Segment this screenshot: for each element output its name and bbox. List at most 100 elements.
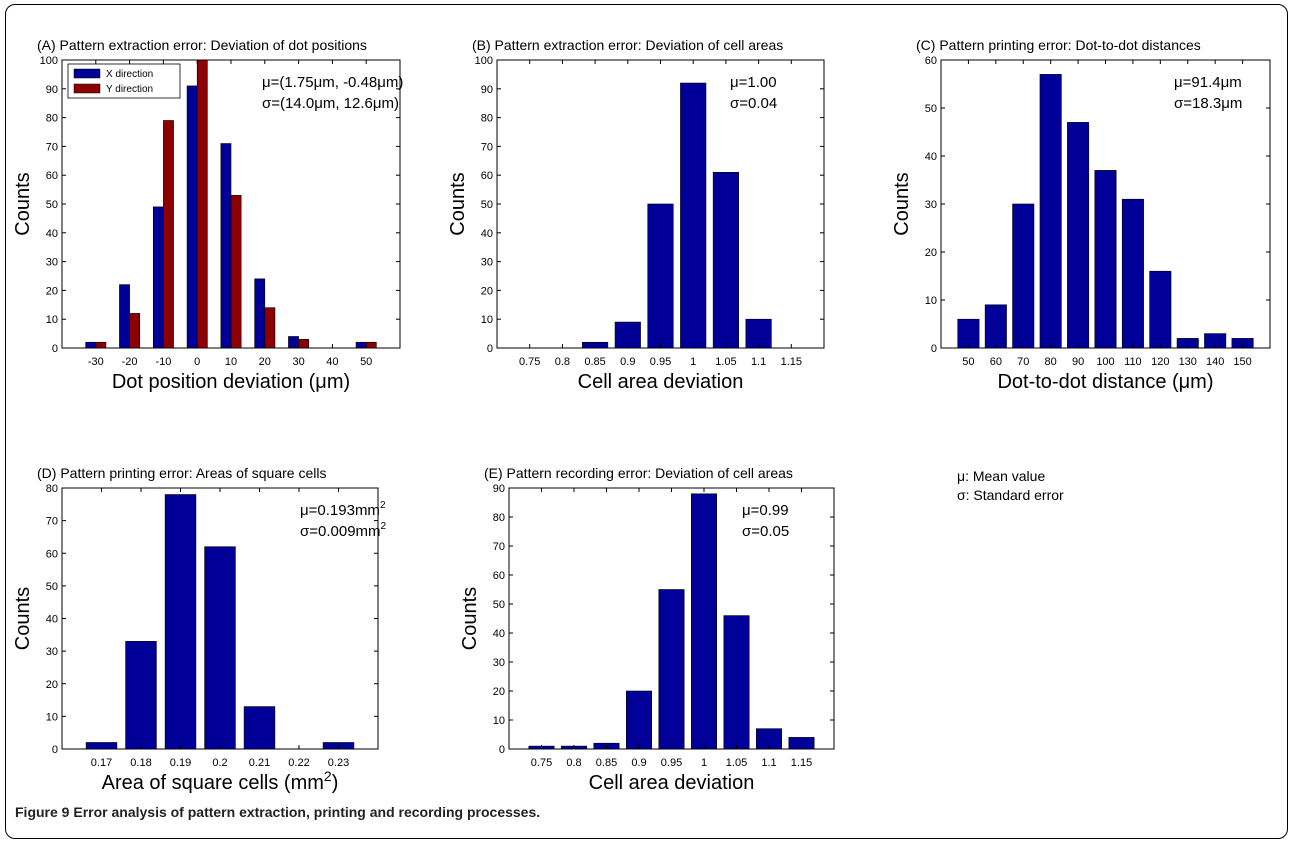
x-tick-label: 50 (360, 356, 372, 368)
bar (658, 589, 685, 750)
y-tick-label: 10 (925, 295, 937, 307)
symbol-notes: μ: Mean value σ: Standard error (957, 467, 1064, 505)
y-tick-label: 0 (487, 343, 493, 355)
bar (1039, 74, 1062, 349)
bar (125, 641, 157, 750)
y-axis-label: Counts (447, 172, 469, 235)
y-tick-label: 40 (925, 151, 937, 163)
chart-title: (C) Pattern printing error: Dot-to-dot d… (916, 37, 1201, 53)
x-axis-label: Area of square cells (mm2) (102, 768, 339, 794)
x-tick-label: 50 (962, 356, 974, 368)
x-tick-label: 140 (1206, 356, 1224, 368)
chart-title: (B) Pattern extraction error: Deviation … (472, 37, 783, 53)
x-tick-label: 110 (1124, 356, 1142, 368)
stat-text: μ=91.4μm (1174, 74, 1242, 91)
bar (745, 318, 772, 349)
x-tick-label: 20 (259, 356, 271, 368)
x-tick-label: 80 (1045, 356, 1057, 368)
bar (957, 318, 980, 349)
y-tick-label: 0 (52, 343, 58, 355)
note-mean: μ: Mean value (957, 468, 1046, 484)
bar (230, 195, 242, 349)
y-tick-label: 20 (925, 247, 937, 259)
x-tick-label: 0.85 (584, 356, 605, 368)
x-tick-label: 30 (292, 356, 304, 368)
x-tick-label: 1.05 (726, 757, 747, 769)
x-tick-label: 150 (1233, 356, 1251, 368)
figure-caption: Figure 9 Error analysis of pattern extra… (15, 804, 540, 820)
bar (984, 304, 1007, 349)
chart-c: (C) Pattern printing error: Dot-to-dot d… (891, 37, 1271, 393)
x-tick-label: 90 (1072, 356, 1084, 368)
x-tick-label: 1.05 (715, 356, 736, 368)
y-tick-label: 0 (931, 343, 937, 355)
bar (243, 706, 276, 750)
legend-label: X direction (106, 69, 153, 80)
chart-a: (A) Pattern extraction error: Deviation … (12, 37, 403, 393)
y-tick-label: 60 (493, 570, 505, 582)
x-tick-label: 0.85 (596, 757, 617, 769)
y-axis-label: Counts (891, 172, 913, 235)
y-tick-label: 20 (493, 686, 505, 698)
x-tick-label: 0.8 (555, 356, 570, 368)
y-tick-label: 50 (46, 581, 58, 593)
y-tick-label: 30 (46, 646, 58, 658)
x-tick-label: 1.1 (761, 757, 776, 769)
y-tick-label: 0 (52, 744, 58, 756)
x-tick-label: 0.17 (91, 757, 112, 769)
chart-title: (A) Pattern extraction error: Deviation … (37, 37, 367, 53)
y-tick-label: 30 (481, 257, 493, 269)
y-axis-label: Counts (12, 172, 34, 235)
y-tick-label: 40 (481, 228, 493, 240)
bar (196, 59, 208, 349)
y-tick-label: 70 (46, 516, 58, 528)
y-tick-label: 0 (499, 744, 505, 756)
bar (647, 203, 674, 349)
y-tick-label: 30 (493, 657, 505, 669)
x-axis-label: Dot-to-dot distance (μm) (997, 371, 1213, 393)
y-tick-label: 60 (925, 55, 937, 67)
bar (119, 284, 130, 349)
bar (723, 615, 750, 750)
x-axis-label: Cell area deviation (589, 772, 755, 794)
y-tick-label: 100 (40, 55, 58, 67)
bar (691, 493, 717, 750)
y-tick-label: 10 (46, 314, 58, 326)
y-tick-label: 80 (481, 113, 493, 125)
note-standard-error: σ: Standard error (957, 487, 1064, 503)
y-tick-label: 40 (46, 228, 58, 240)
y-tick-label: 40 (493, 628, 505, 640)
bar (152, 206, 164, 349)
bar (365, 341, 377, 349)
chart-d: (D) Pattern printing error: Areas of squ… (12, 465, 387, 794)
stat-sup: 2 (380, 500, 386, 511)
bar (1094, 170, 1117, 349)
x-tick-label: -30 (88, 356, 104, 368)
x-tick-label: 0.22 (288, 757, 309, 769)
y-tick-label: 50 (925, 103, 937, 115)
caption-text: Error analysis of pattern extraction, pr… (69, 804, 541, 820)
x-tick-label: 0.75 (519, 356, 540, 368)
legend-swatch (73, 68, 101, 79)
stat-text: σ=0.009mm2 (300, 521, 387, 540)
x-tick-label: 120 (1151, 356, 1169, 368)
y-tick-label: 10 (493, 715, 505, 727)
stat-text: μ=(1.75μm, -0.48μm) (262, 74, 403, 91)
bar (355, 341, 367, 349)
x-tick-label: 0.21 (249, 757, 270, 769)
bar (164, 494, 197, 750)
y-tick-label: 10 (481, 314, 493, 326)
y-tick-label: 100 (475, 55, 493, 67)
legend-label: Y direction (106, 84, 153, 95)
chart-title: (E) Pattern recording error: Deviation o… (484, 465, 793, 481)
bar (1067, 122, 1090, 349)
x-tick-label: -10 (155, 356, 171, 368)
x-tick-label: 1.15 (781, 356, 802, 368)
bar (298, 339, 310, 349)
x-tick-label: 130 (1179, 356, 1197, 368)
bar (129, 313, 141, 349)
y-tick-label: 20 (481, 285, 493, 297)
chart-e: (E) Pattern recording error: Deviation o… (459, 465, 835, 794)
y-tick-label: 70 (46, 141, 58, 153)
